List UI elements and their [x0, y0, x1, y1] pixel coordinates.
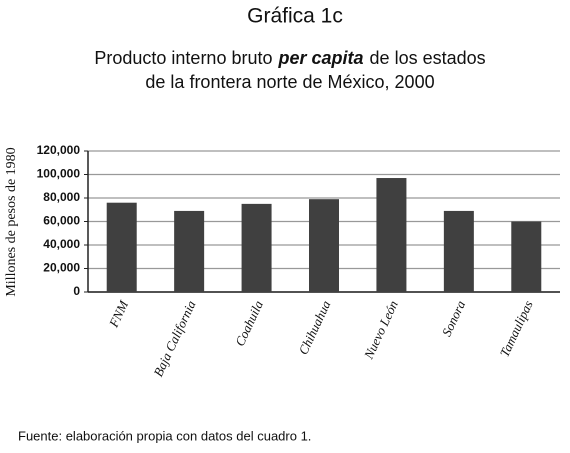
x-tick-label: Nuevo León — [360, 298, 400, 362]
y-tick-label: 0 — [73, 284, 80, 298]
y-tick-label: 40,000 — [43, 237, 80, 251]
subtitle-part: de los estados — [370, 48, 486, 68]
source-note: Fuente: elaboración propia con datos del… — [18, 428, 311, 443]
y-axis-label: Millones de pesos de 1980 — [4, 147, 19, 296]
y-tick-label: 20,000 — [43, 261, 80, 275]
subtitle-part: Producto interno bruto — [94, 48, 272, 68]
bar — [174, 210, 205, 292]
y-tick-label: 100,000 — [37, 167, 81, 181]
x-tick-label: FNM — [106, 297, 132, 330]
chart-subtitle: de la frontera norte de México, 2000 — [145, 72, 434, 92]
bar — [106, 202, 137, 292]
y-tick-label: 80,000 — [43, 190, 80, 204]
x-tick-label: Baja California — [150, 298, 198, 379]
x-tick-label: Tamaulipas — [497, 298, 536, 359]
bar — [241, 203, 272, 292]
bar — [443, 210, 474, 292]
y-tick-label: 60,000 — [43, 214, 80, 228]
subtitle-part: per capita — [278, 48, 364, 68]
chart-title: Gráfica 1c — [247, 5, 343, 28]
bar — [511, 221, 542, 292]
x-tick-label: Coahuila — [232, 298, 266, 349]
x-tick-label: Sonora — [439, 298, 469, 339]
bar — [309, 199, 339, 292]
bar — [376, 178, 407, 292]
chart-subtitle: Producto interno bruto per capita de los e… — [94, 48, 485, 68]
x-tick-label: Chihuahua — [295, 298, 333, 357]
y-tick-label: 120,000 — [37, 143, 81, 157]
